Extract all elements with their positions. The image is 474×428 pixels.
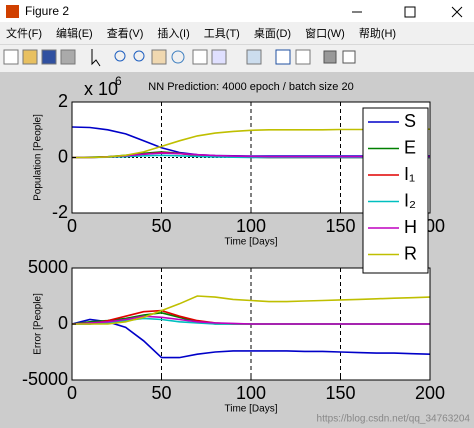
tool-new[interactable]	[3, 49, 19, 65]
y-tick-label: -5000	[22, 369, 68, 389]
y-scale-exponent: 6	[115, 74, 122, 88]
tool-colorbar[interactable]	[275, 49, 291, 65]
close-button[interactable]	[451, 6, 463, 18]
legend-label: I₁	[404, 164, 415, 184]
tool-legend[interactable]	[295, 49, 311, 65]
menu-item[interactable]: 窗口(W)	[305, 26, 345, 40]
legend-label: R	[404, 243, 417, 263]
x-tick-label: 150	[325, 216, 355, 236]
x-tick-label: 100	[236, 383, 266, 403]
tool-print[interactable]	[60, 49, 76, 65]
legend-label: S	[404, 111, 416, 131]
legend-label: E	[404, 137, 416, 157]
y-scale-label: x 10	[84, 79, 118, 99]
toolbar	[3, 49, 356, 67]
tool-zoom-out[interactable]	[133, 50, 145, 62]
menu-bar: 文件(F) 编辑(E) 查看(V) 插入(I) 工具(T) 桌面(D) 窗口(W) 帮助(H)	[6, 26, 396, 40]
x-axis-label: Time [Days]	[225, 404, 278, 415]
chart-title: NN Prediction: 4000 epoch / batch size 2…	[148, 81, 353, 93]
tool-open[interactable]	[22, 49, 38, 65]
menu-item[interactable]: 帮助(H)	[359, 26, 396, 40]
menu-item[interactable]: 桌面(D)	[254, 27, 291, 40]
y-tick-label: 0	[58, 313, 68, 333]
x-tick-label: 150	[325, 383, 355, 403]
watermark: https://blog.csdn.net/qq_34763204	[317, 414, 471, 425]
x-axis-label: Time [Days]	[225, 237, 278, 248]
menu-item[interactable]: 插入(I)	[157, 26, 189, 40]
tool-hide[interactable]	[323, 50, 337, 64]
tool-rotate[interactable]	[171, 50, 185, 64]
x-tick-label: 50	[151, 216, 171, 236]
title-bar	[0, 0, 474, 22]
tool-link[interactable]	[246, 49, 262, 65]
x-tick-label: 50	[151, 383, 171, 403]
tool-save[interactable]	[41, 49, 57, 65]
y-axis-label: Population [People]	[33, 114, 44, 201]
x-tick-label: 0	[67, 383, 77, 403]
plots: NN Prediction: 4000 epoch / batch size 2…	[22, 74, 445, 414]
y-tick-label: 0	[58, 146, 68, 166]
app-icon	[6, 5, 19, 18]
data-line	[71, 315, 430, 325]
x-tick-label: 200	[415, 383, 445, 403]
legend-label: H	[404, 217, 417, 237]
y-tick-label: 2	[58, 91, 68, 111]
menu-item[interactable]: 文件(F)	[6, 26, 42, 40]
tool-brush[interactable]	[211, 49, 227, 65]
y-tick-label: 5000	[28, 257, 68, 277]
legend-label: I₂	[404, 190, 416, 210]
tool-pan[interactable]	[151, 49, 167, 65]
y-axis-label: Error [People]	[33, 293, 44, 355]
tool-datacursor[interactable]	[192, 49, 208, 65]
x-tick-label: 0	[67, 216, 77, 236]
x-tick-label: 100	[236, 216, 266, 236]
legend-box	[362, 107, 429, 274]
menu-item[interactable]: 查看(V)	[107, 26, 144, 40]
tool-zoom-in[interactable]	[114, 50, 126, 62]
data-line	[71, 318, 431, 359]
menu-item[interactable]: 编辑(E)	[56, 26, 93, 40]
y-tick-label: -2	[52, 202, 68, 222]
data-line	[72, 295, 431, 325]
maximize-button[interactable]	[404, 6, 416, 18]
tool-show[interactable]	[342, 50, 356, 64]
window-title: Figure 2	[25, 4, 69, 18]
tool-select[interactable]	[91, 49, 101, 67]
menu-item[interactable]: 工具(T)	[204, 27, 240, 40]
